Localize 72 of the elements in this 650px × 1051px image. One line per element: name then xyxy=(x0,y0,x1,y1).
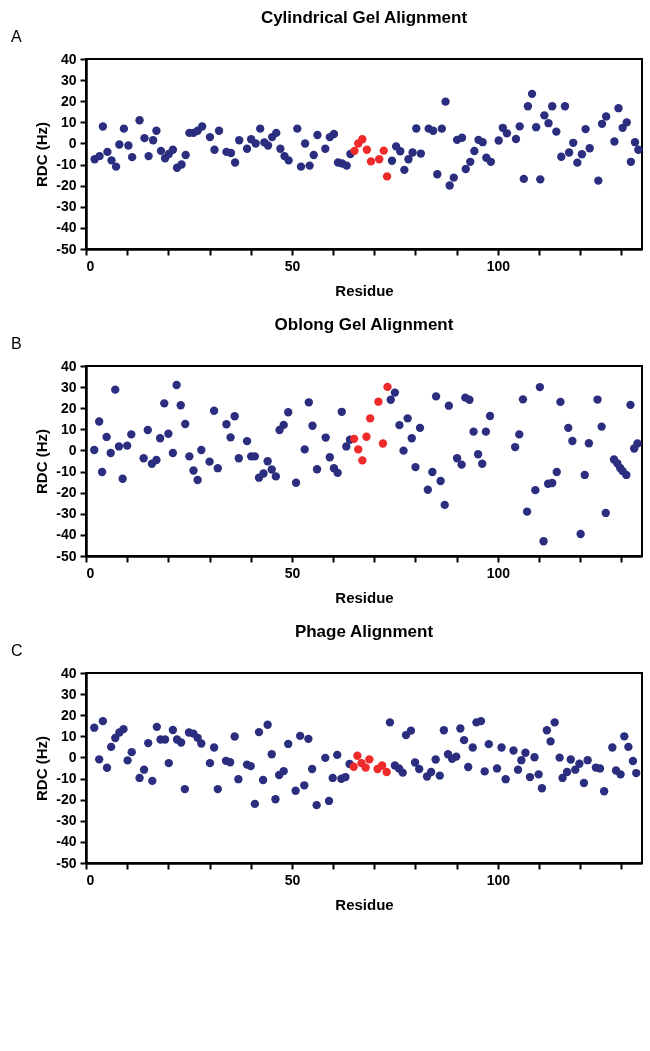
point xyxy=(349,762,358,771)
text: B xyxy=(11,335,22,352)
point xyxy=(361,763,370,772)
y-tick-label: -20 xyxy=(56,791,77,808)
y-tick-label: -40 xyxy=(56,526,77,543)
x-tick-label: 0 xyxy=(86,257,95,274)
point xyxy=(350,146,359,156)
chart-title: Phage Alignment xyxy=(294,622,434,641)
y-tick-label: -10 xyxy=(56,463,77,480)
y-tick-label: 30 xyxy=(60,378,77,395)
point xyxy=(365,414,375,423)
x-tick-label: 100 xyxy=(486,257,511,274)
y-axis-title: RDC (Hz) xyxy=(33,429,51,494)
text: A xyxy=(11,28,22,45)
point xyxy=(362,432,371,441)
point xyxy=(354,445,363,454)
y-tick-label: -40 xyxy=(56,833,77,850)
y-tick-label: 30 xyxy=(60,71,77,88)
point xyxy=(362,145,372,154)
point xyxy=(365,755,374,764)
text: C xyxy=(11,642,23,659)
y-axis-title: RDC (Hz) xyxy=(33,122,51,187)
point xyxy=(377,761,387,770)
y-tick-label: -50 xyxy=(56,547,77,564)
x-tick-label: 100 xyxy=(486,871,511,888)
y-tick-label: -10 xyxy=(56,770,77,787)
y-tick-label: 0 xyxy=(68,134,77,151)
chart-title: Cylindrical Gel Alignment xyxy=(260,8,468,27)
y-axis-title: RDC (Hz) xyxy=(33,736,51,801)
y-tick-label: -30 xyxy=(56,505,77,522)
point xyxy=(366,157,376,166)
x-tick-label: 50 xyxy=(284,871,301,888)
x-tick-label: 100 xyxy=(486,564,511,581)
y-tick-label: -30 xyxy=(56,198,77,215)
y-tick-label: -10 xyxy=(56,156,77,173)
point xyxy=(358,456,367,465)
point xyxy=(374,397,383,406)
point xyxy=(353,751,362,760)
y-tick-label: 0 xyxy=(68,748,77,765)
point xyxy=(349,434,359,444)
y-tick-label: 40 xyxy=(60,664,77,681)
x-axis-title: Residue xyxy=(335,895,394,913)
y-tick-label: 30 xyxy=(60,685,77,702)
x-axis-title: Residue xyxy=(335,588,394,606)
point xyxy=(379,146,388,155)
x-tick-label: 50 xyxy=(284,564,301,581)
y-tick-label: 20 xyxy=(60,399,77,416)
y-tick-label: 10 xyxy=(60,420,77,437)
y-tick-label: -30 xyxy=(56,812,77,829)
x-tick-label: 0 xyxy=(86,871,95,888)
chart-title: Oblong Gel Alignment xyxy=(274,315,454,334)
y-tick-label: -20 xyxy=(56,484,77,501)
y-tick-label: 40 xyxy=(60,357,77,374)
y-tick-label: 40 xyxy=(60,50,77,67)
y-tick-label: -20 xyxy=(56,177,77,194)
y-tick-label: 10 xyxy=(60,113,77,130)
y-tick-label: 20 xyxy=(60,706,77,723)
y-tick-label: -50 xyxy=(56,240,77,257)
point xyxy=(383,382,392,392)
point xyxy=(375,155,384,164)
point xyxy=(358,135,367,144)
x-tick-label: 0 xyxy=(86,564,95,581)
y-tick-label: 0 xyxy=(68,441,77,458)
point xyxy=(382,172,392,181)
y-tick-label: -40 xyxy=(56,219,77,236)
point xyxy=(382,767,391,777)
y-tick-label: 20 xyxy=(60,92,77,109)
y-tick-label: 10 xyxy=(60,727,77,744)
x-tick-label: 50 xyxy=(284,257,301,274)
y-tick-label: -50 xyxy=(56,854,77,871)
point xyxy=(378,439,388,448)
x-axis-title: Residue xyxy=(335,281,394,299)
